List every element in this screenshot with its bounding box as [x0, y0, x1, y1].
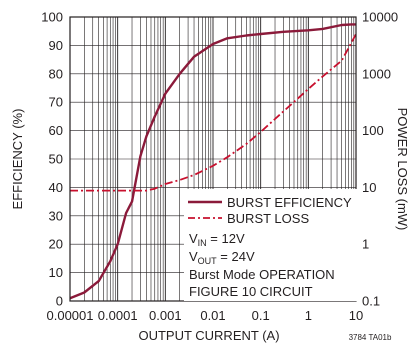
tick-labels: 0.00001 0.0001 0.001 0.01 0.1 1 10010203040506… — [41, 10, 398, 324]
y-left-tick-label: 0 — [56, 294, 63, 309]
vin-value: = 12V — [207, 231, 245, 246]
y-right-tick-label: 100 — [362, 123, 384, 138]
y-right-tick-label: 0.1 — [362, 294, 380, 309]
vin-symbol: V — [189, 231, 198, 246]
y-left-tick-label: 100 — [41, 10, 63, 25]
mode-annotation: Burst Mode OPERATION — [189, 267, 335, 282]
efficiency-curve — [69, 23, 356, 300]
y-left-tick-label: 20 — [49, 237, 63, 252]
x-tick-label: 10 — [349, 308, 363, 323]
y-left-tick-label: 30 — [49, 208, 63, 223]
y-left-tick-label: 60 — [49, 123, 63, 138]
y-axis-right-label: POWER LOSS (mW) — [395, 108, 410, 231]
x-tick-label: 0.001 — [149, 308, 182, 323]
y-left-tick-label: 40 — [49, 180, 63, 195]
vout-symbol: V — [189, 249, 198, 264]
vout-annotation: VOUT = 24V — [189, 249, 255, 266]
x-tick-label: 0.1 — [252, 308, 270, 323]
x-tick-label: 0.0001 — [98, 308, 138, 323]
x-tick-label: 1 — [305, 308, 312, 323]
plot-curves — [69, 23, 357, 300]
loss-curve — [70, 33, 357, 192]
circuit-annotation: FIGURE 10 CIRCUIT — [189, 284, 313, 299]
y-left-tick-label: 90 — [49, 38, 63, 53]
x-tick-label: 0.01 — [200, 308, 225, 323]
x-tick-label: 0.00001 — [47, 308, 94, 323]
y-right-tick-label: 1 — [362, 237, 369, 252]
vout-subscript: OUT — [198, 256, 218, 266]
y-right-tick-label: 10000 — [362, 10, 398, 25]
y-left-tick-label: 70 — [49, 95, 63, 110]
legend-label-efficiency: BURST EFFICIENCY — [227, 195, 352, 210]
vout-value: = 24V — [217, 249, 255, 264]
svg-text:VIN = 12V: VIN = 12V — [189, 231, 245, 248]
vin-annotation: VIN = 12V — [189, 231, 245, 248]
svg-text:VOUT = 24V: VOUT = 24V — [189, 249, 255, 266]
legend-label-loss: BURST LOSS — [227, 211, 309, 226]
y-left-tick-label: 50 — [49, 152, 63, 167]
x-axis-label: OUTPUT CURRENT (A) — [138, 328, 279, 343]
figure-id: 3784 TA01b — [349, 333, 392, 342]
y-right-tick-label: 10 — [362, 180, 376, 195]
y-left-tick-label: 80 — [49, 66, 63, 81]
y-right-tick-label: 1000 — [362, 66, 391, 81]
legend-box — [184, 189, 358, 301]
y-left-tick-label: 10 — [49, 265, 63, 280]
vin-subscript: IN — [198, 238, 207, 248]
y-axis-left-label: EFFICIENCY (%) — [10, 109, 25, 210]
